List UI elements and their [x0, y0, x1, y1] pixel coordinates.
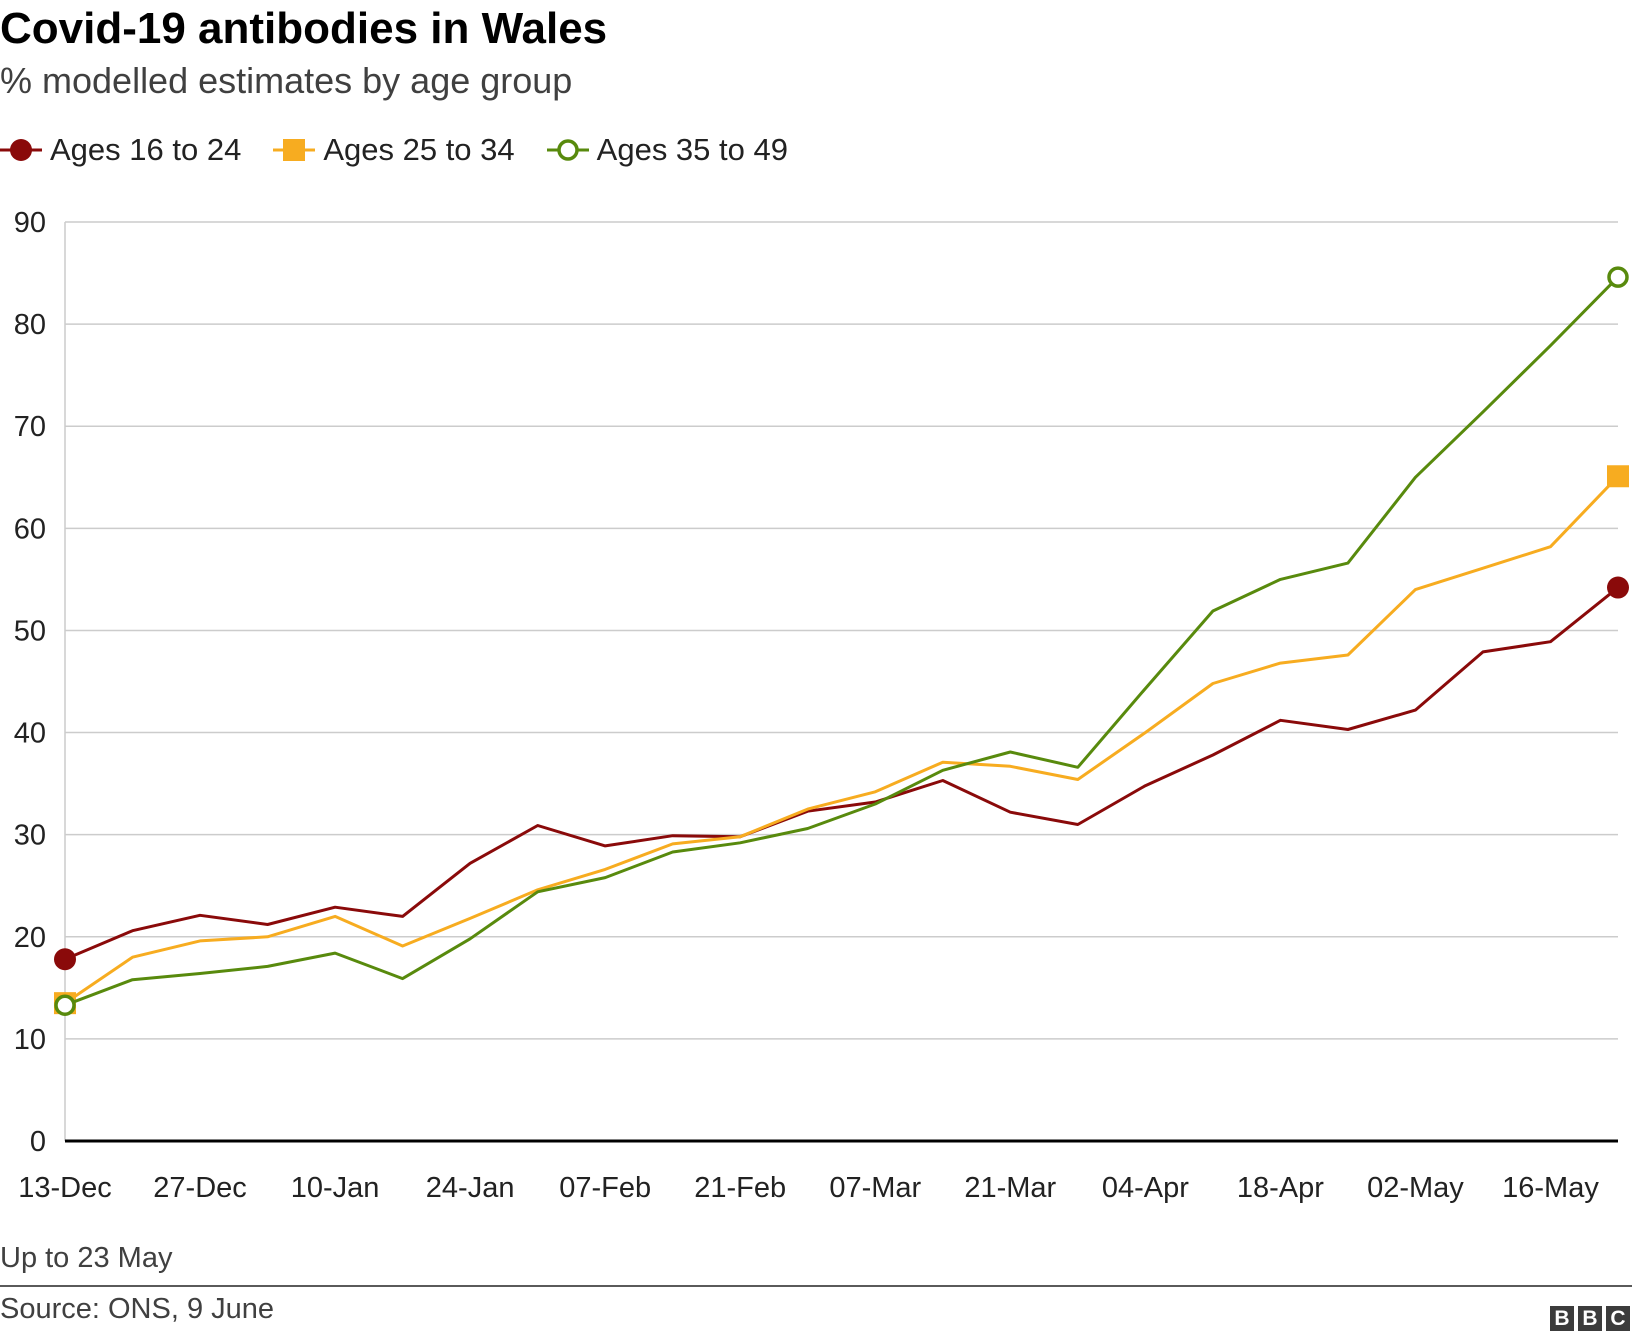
legend-item-series-1: Ages 16 to 24 — [0, 130, 241, 170]
filled-square-marker-icon — [273, 139, 316, 161]
series-line-1 — [63, 586, 1620, 961]
x-tick-label: 16-May — [1502, 1172, 1599, 1204]
series-3-marker — [1607, 266, 1629, 288]
filled-circle-marker-icon — [0, 139, 42, 161]
bbc-logo: B B C — [1546, 1306, 1630, 1331]
legend-item-series-2: Ages 25 to 34 — [273, 130, 515, 170]
legend: Ages 16 to 24 Ages 25 to 34 Ages 35 to 4… — [0, 130, 820, 170]
x-tick-label: 02-May — [1367, 1172, 1464, 1204]
y-tick-label: 80 — [14, 309, 46, 341]
series-3-marker — [54, 994, 76, 1016]
legend-item-series-3: Ages 35 to 49 — [546, 130, 788, 170]
y-tick-label: 10 — [14, 1024, 46, 1056]
source-text: Source: ONS, 9 June — [0, 1293, 275, 1325]
y-tick-label: 70 — [14, 411, 46, 443]
y-tick-label: 30 — [14, 820, 46, 852]
x-tick-label: 07-Mar — [829, 1172, 921, 1204]
series-1-marker — [1607, 576, 1629, 599]
x-tick-label: 10-Jan — [291, 1172, 380, 1204]
y-tick-label: 60 — [14, 513, 46, 545]
y-tick-label: 0 — [30, 1126, 46, 1158]
x-tick-label: 18-Apr — [1237, 1172, 1324, 1204]
legend-label-series-3: Ages 35 to 49 — [596, 132, 788, 167]
y-tick-label: 20 — [14, 922, 46, 954]
y-tick-label: 40 — [14, 718, 46, 750]
bbc-logo-letter-1: B — [1550, 1306, 1574, 1331]
footer-divider — [0, 1285, 1632, 1287]
x-tick-label: 13-Dec — [18, 1172, 112, 1204]
series-1-marker — [54, 948, 76, 971]
x-tick-label: 04-Apr — [1102, 1172, 1189, 1204]
y-tick-label: 90 — [14, 207, 46, 239]
chart-note: Up to 23 May — [0, 1242, 173, 1274]
open-circle-marker-icon — [546, 139, 589, 161]
bbc-logo-letter-3: C — [1606, 1306, 1630, 1331]
y-tick-label: 50 — [14, 615, 46, 647]
x-tick-label: 21-Feb — [694, 1172, 786, 1204]
series-line-2 — [63, 474, 1620, 1005]
x-tick-label: 24-Jan — [426, 1172, 515, 1204]
line-chart: 0 10 20 30 40 50 60 70 80 90 13-Dec 27-Dec 10-Jan 24-… — [14, 207, 1629, 1204]
series-2-marker — [1607, 465, 1629, 488]
x-tick-label: 07-Feb — [559, 1172, 651, 1204]
bbc-logo-letter-2: B — [1578, 1306, 1602, 1331]
series-line-3 — [63, 275, 1620, 1007]
x-tick-label: 21-Mar — [964, 1172, 1056, 1204]
chart-title: Covid-19 antibodies in Wales — [0, 4, 608, 53]
legend-label-series-2: Ages 25 to 34 — [323, 132, 515, 167]
legend-label-series-1: Ages 16 to 24 — [50, 132, 242, 167]
chart-subtitle: % modelled estimates by age group — [0, 60, 573, 101]
x-tick-label: 27-Dec — [153, 1172, 247, 1204]
